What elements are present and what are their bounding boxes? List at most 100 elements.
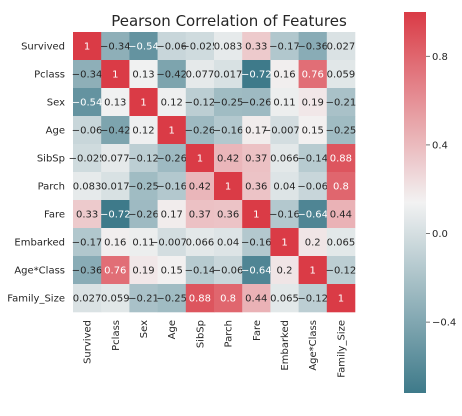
heatmap-cell-6-7 [270,200,299,229]
heatmap-cell-3-3 [157,116,187,145]
heatmap-cell-1-3 [157,60,187,89]
heatmap-cell-label: 1 [84,42,90,53]
heatmap-cell-8-7 [270,256,299,285]
heatmap-cell-label: 0.17 [161,210,183,221]
heatmap-cell-9-0 [73,284,102,313]
heatmap-cell-label: 0.083 [214,42,243,53]
heatmap-cell-label: −0.12 [185,98,216,109]
heatmap-cell-label: −0.25 [213,98,244,109]
heatmap-cell-8-3 [157,256,187,285]
heatmap-cell-label: 0.76 [104,266,126,277]
heatmap-cell-0-1 [101,32,130,61]
heatmap-cell-label: −0.26 [128,210,159,221]
heatmap-cell-label: 0.15 [161,266,183,277]
heatmap-cell-0-2 [129,32,158,61]
x-tick-label: Survived [83,320,94,364]
heatmap-cell-5-4 [185,172,215,201]
heatmap-cell-1-8 [298,60,328,89]
heatmap-cell-label: −0.21 [326,98,357,109]
heatmap-cell-label: 0.33 [245,42,267,53]
heatmap-cell-label: 0.37 [245,154,267,165]
heatmap-cell-0-0 [73,32,102,61]
heatmap-cell-label: 0.33 [76,210,98,221]
x-axis-tick-labels: Survived Pclass Sex Age SibSp Parch Fare Embark… [83,320,348,378]
y-tick-label: Sex [47,98,65,109]
heatmap-cell-label: 0.027 [73,294,102,305]
heatmap-cell-8-8 [298,256,328,285]
heatmap-cell-label: 1 [338,294,344,305]
heatmap-cell-label: −0.26 [156,154,187,165]
heatmap-cell-label: −0.12 [297,294,328,305]
heatmap-cell-label: 0.17 [245,126,267,137]
heatmap-cell-7-6 [242,228,271,257]
heatmap-cell-1-0 [73,60,102,89]
heatmap-cell-label: 0.13 [104,98,126,109]
heatmap-cell-label: 0.36 [217,210,239,221]
heatmap-cell-5-8 [298,172,328,201]
heatmap-cell-1-7 [270,60,299,89]
heatmap-cell-1-2 [129,60,158,89]
colorbar-gradient [404,12,426,393]
x-tick-label: Sex [139,320,150,338]
heatmap-cell-label: 0.44 [245,294,267,305]
heatmap-cell-8-2 [129,256,158,285]
heatmap-cell-label: 0.059 [101,294,130,305]
heatmap-cell-label: 1 [197,154,203,165]
heatmap-cell-4-1 [101,144,130,173]
heatmap-cell-5-7 [270,172,299,201]
y-axis-tick-labels: Survived Pclass Sex Age SibSp Parch Fare Embark… [7,42,65,305]
heatmap-cell-label: −0.42 [100,126,131,137]
heatmap-cell-6-9 [326,200,356,229]
heatmap-cell-2-0 [73,88,102,117]
y-tick-label: Family_Size [7,294,65,305]
heatmap-cell-9-3 [157,284,187,313]
heatmap-cell-label: 0.8 [220,294,236,305]
heatmap-cell-label: 1 [169,126,175,137]
heatmap-cell-label: −0.72 [241,70,272,81]
heatmap-cell-5-5 [214,172,243,201]
heatmap-cell-2-6 [242,88,271,117]
y-tick-label: Parch [38,182,65,193]
heatmap-cell-1-1 [101,60,130,89]
heatmap-cell-2-3 [157,88,187,117]
heatmap-cell-label: −0.16 [213,126,244,137]
heatmap-cell-5-1 [101,172,130,201]
x-tick-label: Pclass [111,320,122,351]
heatmap-cell-1-4 [185,60,215,89]
heatmap-cell-label: −0.06 [156,42,187,53]
heatmap-cell-2-2 [129,88,158,117]
heatmap-cell-9-1 [101,284,130,313]
heatmap-cell-label: 0.059 [327,70,356,81]
heatmap-cell-1-9 [326,60,356,89]
heatmap-cell-label: −0.16 [241,238,272,249]
y-tick-label: SibSp [37,154,65,165]
heatmap-cell-7-8 [298,228,328,257]
heatmap-cell-7-1 [101,228,130,257]
heatmap-cell-label: 0.19 [302,98,324,109]
heatmap-cell-label: 0.065 [327,238,356,249]
y-tick-label: Survived [21,42,65,53]
heatmap-cell-label: 0.066 [186,238,215,249]
heatmap-cell-2-1 [101,88,130,117]
x-tick-label: Parch [224,320,235,347]
heatmap-cell-9-7 [270,284,299,313]
heatmap-cell-label: 0.88 [189,294,211,305]
heatmap-cell-label: 0.077 [101,154,130,165]
heatmap-cell-label: 0.077 [186,70,215,81]
heatmap-cell-0-8 [298,32,328,61]
heatmap-cell-6-4 [185,200,215,229]
heatmap-cell-label: −0.21 [128,294,159,305]
heatmap-cell-label: −0.16 [156,182,187,193]
heatmap-cell-label: −0.14 [297,154,328,165]
heatmap-cell-label: −0.0076 [150,238,193,249]
heatmap-cell-label: 1 [225,182,231,193]
heatmap-cell-label: 0.027 [327,42,356,53]
heatmap-cell-8-4 [185,256,215,285]
heatmap-cell-6-2 [129,200,158,229]
heatmap-cell-label: 0.065 [270,294,299,305]
x-tick-label: Embarked [280,320,291,371]
heatmap-cell-label: −0.14 [185,266,216,277]
heatmap-cell-1-6 [242,60,271,89]
heatmap-cell-6-1 [101,200,130,229]
heatmap-cell-label: −0.64 [241,266,272,277]
